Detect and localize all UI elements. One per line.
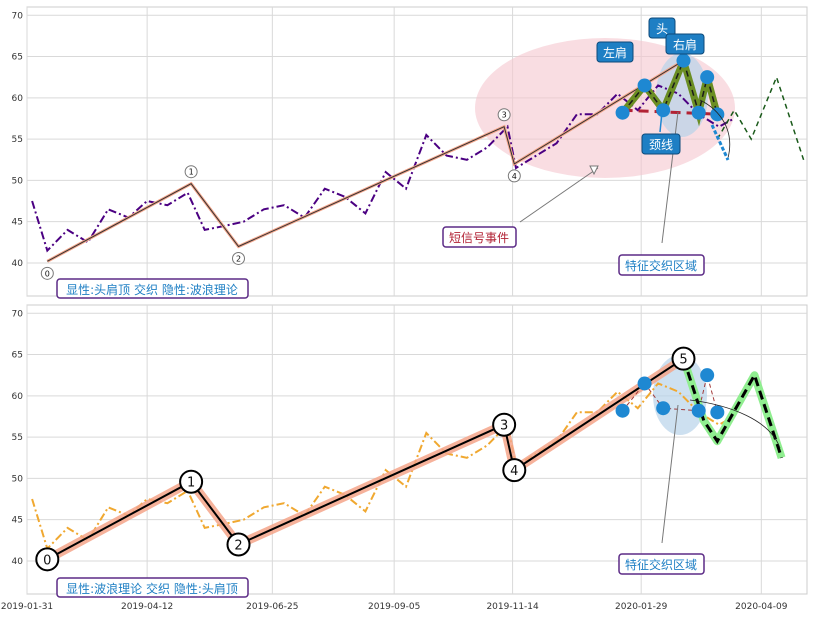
short-signal-label: 短信号事件: [449, 231, 509, 245]
head-label: 头: [656, 22, 668, 36]
wave-label-circle: [40, 266, 54, 280]
bottom-price-series: [31, 382, 735, 551]
pattern-marker: [691, 403, 706, 418]
pattern-marker: [710, 107, 725, 122]
pattern-marker: [700, 368, 715, 383]
y-tick-label: 55: [12, 433, 23, 443]
y-tick-label: 65: [12, 53, 23, 63]
wave-label-text: 1: [187, 476, 195, 491]
wave-label-text: 1: [189, 168, 194, 177]
bottom-x-ticks: 2019-01-31 2019-04-12 2019-06-25 2019-09-05…: [1, 602, 788, 612]
pattern-marker: [637, 78, 652, 93]
right-shoulder-label: 右肩: [673, 37, 697, 52]
wave-label-text: 0: [43, 553, 51, 568]
pattern-marker: [637, 376, 652, 391]
blue-projection-top: [710, 124, 730, 161]
x-tick-label: 2019-04-12: [121, 602, 173, 612]
y-tick-label: 50: [12, 474, 24, 484]
y-tick-label: 45: [12, 218, 23, 228]
wave-label-text: 3: [502, 111, 507, 120]
bottom-markers: [615, 368, 725, 420]
pattern-marker: [676, 53, 691, 68]
pattern-marker: [656, 401, 671, 416]
top-box-label: 显性:头肩顶 交织 隐性:波浪理论: [56, 278, 249, 299]
wave-label-text: 4: [512, 172, 517, 181]
top-y-ticks: 40 45 50 55 60 65 70: [12, 11, 24, 269]
x-tick-label: 2019-06-25: [246, 602, 298, 612]
y-tick-label: 65: [12, 351, 23, 361]
x-tick-label: 2019-01-31: [1, 602, 53, 612]
x-tick-label: 2020-01-29: [615, 602, 668, 612]
top-panel-label: 显性:头肩顶 交织 隐性:波浪理论: [66, 282, 238, 297]
pattern-marker: [700, 70, 715, 85]
wave-label-circle: [231, 251, 245, 265]
top-panel: 40 45 50 55 60 65 70 0 1 2 3 45 左肩 头 右肩: [12, 6, 808, 299]
y-tick-label: 70: [12, 309, 24, 319]
short-signal-box: 短信号事件: [442, 226, 517, 248]
wave-label-circle: [226, 532, 251, 557]
neckline-label: 颈线: [649, 138, 673, 152]
wave-label-circle: [497, 108, 511, 122]
wave-label-text: 3: [500, 419, 508, 434]
head-callout: 头: [648, 17, 676, 39]
x-tick-label: 2019-09-05: [368, 602, 420, 612]
wave-label-text: 2: [234, 538, 242, 553]
pattern-marker: [710, 405, 725, 420]
wave-label-circle: [179, 469, 204, 494]
y-tick-label: 40: [12, 259, 24, 269]
short-signal-arrow: [519, 167, 599, 223]
curve-arrow-top: [699, 99, 730, 159]
y-tick-label: 50: [12, 176, 24, 186]
wave-label-text: 0: [45, 269, 50, 278]
x-tick-label: 2020-04-09: [735, 602, 788, 612]
wave-label-circle: [507, 169, 521, 183]
wave-label-text: 4: [510, 464, 518, 479]
feature-zone-label-bottom: 特征交织区域: [625, 557, 697, 572]
top-projection-line: [716, 75, 805, 161]
feature-zone-box-top: 特征交织区域: [618, 254, 705, 276]
wave-label-circle: [502, 458, 527, 483]
y-tick-label: 60: [12, 392, 24, 402]
pattern-marker: [615, 105, 630, 120]
wave-label-text: 2: [236, 254, 241, 263]
y-tick-label: 70: [12, 11, 24, 21]
y-tick-label: 45: [12, 516, 23, 526]
bottom-wave-line: [46, 357, 685, 561]
feature-zone-arrow-bottom: [661, 404, 679, 544]
wave-label-text: 5: [679, 353, 687, 368]
top-wave-line: [47, 60, 684, 262]
wave-label-circle: [184, 165, 198, 179]
wave-label-circle: [671, 346, 696, 371]
pattern-marker: [691, 105, 706, 120]
bottom-panel-label: 显性:波浪理论 交织 隐性:头肩顶: [66, 581, 238, 596]
feature-zone-box-bottom: 特征交织区域: [618, 553, 705, 575]
top-price-series: [31, 84, 735, 253]
short-signal-arrow-head: [589, 165, 599, 176]
x-tick-label: 2019-11-14: [486, 602, 539, 612]
bottom-projection-line: [682, 358, 784, 459]
wave-label-circle: [492, 412, 517, 437]
wave-label-circle: [35, 547, 60, 572]
feature-zone-label-top: 特征交织区域: [625, 258, 697, 273]
pattern-marker: [656, 103, 671, 118]
bottom-plot-area: [26, 304, 808, 595]
y-tick-label: 55: [12, 135, 23, 145]
right-shoulder-callout: 右肩: [665, 33, 705, 55]
bottom-y-ticks: 40 45 50 55 60 65 70: [12, 309, 24, 567]
top-markers: [615, 53, 725, 122]
neckline-arrow: [659, 111, 663, 133]
left-shoulder-label: 左肩: [603, 45, 627, 60]
bottom-box-label: 显性:波浪理论 交织 隐性:头肩顶: [56, 577, 249, 598]
y-tick-label: 40: [12, 557, 24, 567]
pattern-marker: [615, 403, 630, 418]
bottom-wave-labels: 0 1 2 3 4 5: [35, 346, 696, 572]
neckline-callout: 颈线: [641, 133, 681, 155]
curve-arrow-bottom: [689, 399, 781, 449]
y-tick-label: 60: [12, 94, 24, 104]
left-shoulder-callout: 左肩: [596, 41, 634, 63]
